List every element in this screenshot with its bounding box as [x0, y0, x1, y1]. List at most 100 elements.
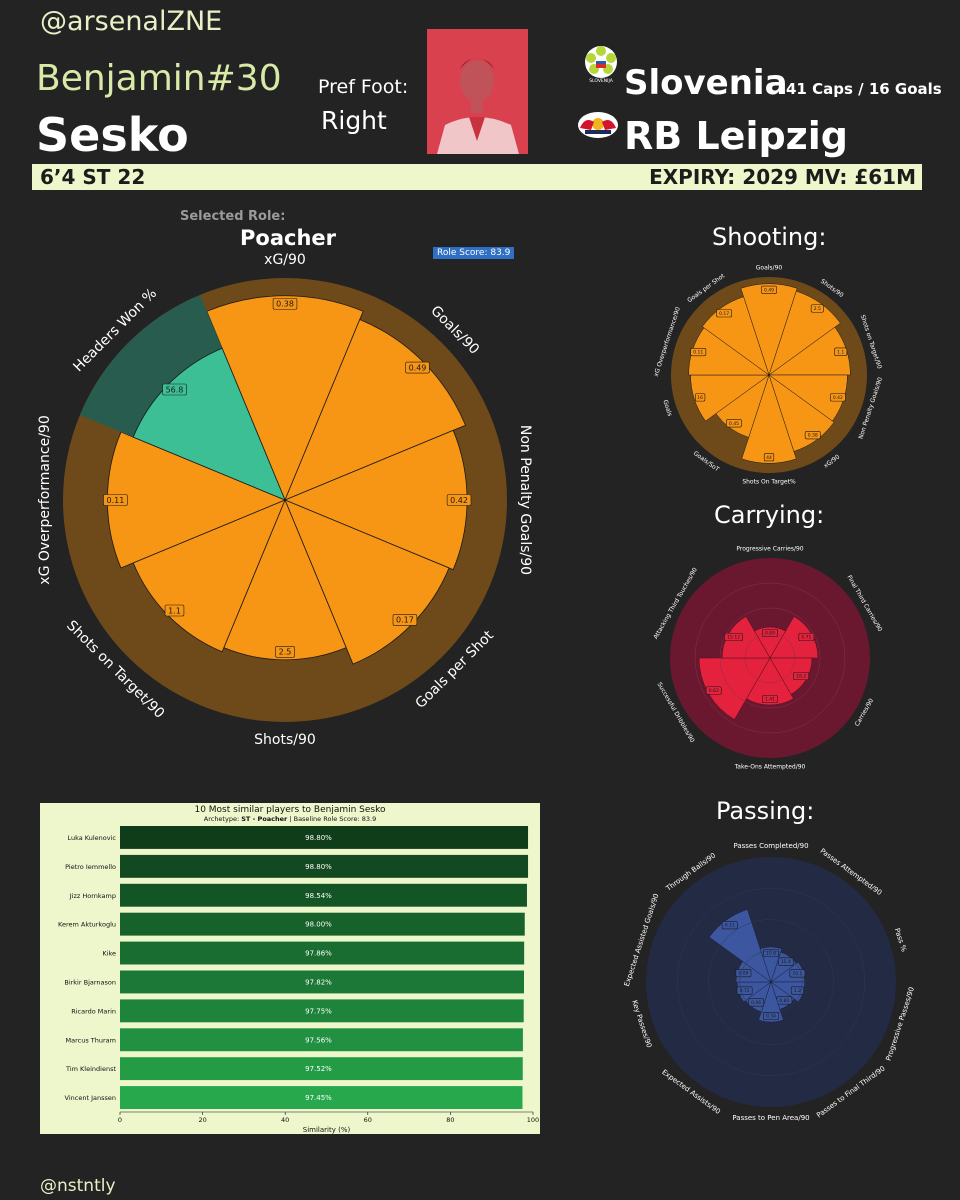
- svg-text:0.11: 0.11: [725, 923, 735, 929]
- main-pizza-value-label: 2.5: [275, 646, 295, 658]
- svg-text:1.1: 1.1: [168, 606, 181, 615]
- country-name: Slovenia: [624, 63, 788, 103]
- svg-text:15.12: 15.12: [727, 635, 740, 641]
- passing-grid-ring: [677, 888, 865, 1076]
- shooting-value-label: 16: [695, 393, 706, 402]
- passing-value-label: 0.11: [721, 921, 738, 930]
- similar-x-tick-label: 80: [446, 1116, 454, 1124]
- svg-text:1.41: 1.41: [765, 697, 775, 703]
- shooting-slice-shots-on-target: [741, 374, 797, 464]
- similar-player-name: Tim Kleindienst: [65, 1065, 116, 1073]
- similar-players-panel: 10 Most similar players to Benjamin Sesk…: [40, 803, 540, 1134]
- pref-foot-label: Pref Foot:: [318, 76, 409, 98]
- jersey-number: #30: [205, 58, 282, 99]
- similar-players-chart: 10 Most similar players to Benjamin Sesk…: [58, 805, 539, 1134]
- first-name-text: Benjamin: [36, 58, 206, 99]
- similar-player-name: Vincent Janssen: [65, 1094, 116, 1102]
- handle-bottom: @nstntly: [40, 1176, 116, 1196]
- main-pizza-value-label: 56.8: [162, 383, 187, 396]
- role-score-badge: Role Score: 83.9: [433, 247, 515, 259]
- svg-text:18.2: 18.2: [796, 674, 806, 680]
- svg-text:0.38: 0.38: [276, 300, 294, 309]
- carrying-slice-take-ons-attempted-90: [746, 657, 794, 706]
- svg-text:0.11: 0.11: [106, 496, 124, 505]
- main-pizza-category-shots-90: Shots/90: [254, 732, 316, 748]
- svg-text:0.42: 0.42: [450, 496, 468, 505]
- similar-bar-ricardo-marin: [120, 999, 524, 1023]
- svg-text:44: 44: [766, 455, 772, 461]
- passing-title: Passing:: [716, 797, 815, 825]
- svg-text:56.8: 56.8: [166, 385, 184, 394]
- shooting-slice-goals-90: [740, 283, 798, 376]
- shooting-category-shots-on-target: Shots On Target%: [742, 479, 796, 486]
- passing-grid-ring: [708, 919, 834, 1045]
- shooting-value-label: 1.1: [834, 347, 848, 356]
- svg-text:0.49: 0.49: [409, 363, 427, 372]
- main-pizza-slice-xg-90: [206, 295, 364, 502]
- svg-text:0.63: 0.63: [709, 688, 719, 694]
- carrying-value-label: 0.63: [705, 686, 722, 695]
- slovenia-logo-text: SLOVENIJA: [589, 78, 614, 84]
- passing-value-label: 70.1: [789, 969, 806, 978]
- svg-text:0.89: 0.89: [765, 631, 775, 637]
- shooting-value-label: 0.38: [804, 431, 821, 440]
- svg-text:0.49: 0.49: [764, 287, 774, 293]
- similar-x-axis-label: Similarity (%): [303, 1126, 351, 1134]
- shooting-value-label: 0.17: [716, 309, 733, 318]
- carrying-value-label: 1.41: [762, 694, 778, 704]
- svg-text:0.17: 0.17: [396, 616, 414, 625]
- main-pizza-value-label: 0.42: [446, 494, 472, 506]
- passing-category-pass: Pass %: [893, 927, 908, 953]
- player-first-name: Benjamin#30: [36, 58, 282, 99]
- similar-bar-vincent-janssen: [120, 1086, 523, 1109]
- similar-bar-kerem-akturkoglu: [120, 912, 525, 936]
- carrying-value-label: 0.71: [798, 632, 815, 642]
- similar-player-name: Jizz Hornkamp: [69, 892, 116, 900]
- carrying-title: Carrying:: [714, 501, 825, 529]
- svg-text:0.81: 0.81: [779, 998, 789, 1004]
- shooting-value-label: 0.42: [829, 393, 846, 402]
- svg-text:0.71: 0.71: [801, 635, 811, 641]
- svg-text:0.38: 0.38: [808, 433, 818, 439]
- similar-bar-birkir-bjarnason: [120, 970, 524, 994]
- svg-text:0.17: 0.17: [719, 311, 729, 317]
- carrying-value-label: 15.12: [724, 632, 743, 642]
- similar-player-name: Birkir Bjarnason: [64, 978, 116, 986]
- similar-bar-value: 98.80%: [305, 863, 332, 871]
- carrying-grid-ring: [744, 632, 796, 684]
- similar-bar-value: 98.80%: [305, 834, 332, 842]
- passing-slice-passes-to-pen-area-90: [758, 981, 784, 1023]
- contract-value: EXPIRY: 2029 MV: £61M: [649, 165, 916, 189]
- main-pizza-category-non-penalty-goals-90: Non Penalty Goals/90: [517, 425, 533, 575]
- svg-text:0.09: 0.09: [738, 971, 748, 977]
- similar-player-name: Pietro Iemmello: [65, 863, 116, 871]
- shooting-category-xg-90: xG/90: [823, 453, 842, 469]
- shooting-value-label: 0.11: [690, 347, 707, 357]
- shooting-value-label: 2.5: [810, 304, 824, 313]
- carrying-grid-ring: [719, 607, 821, 709]
- club-name: RB Leipzig: [624, 114, 849, 158]
- main-pizza-value-label: 0.17: [392, 614, 418, 626]
- similar-x-tick-label: 100: [527, 1116, 539, 1124]
- passing-grid-ring: [739, 950, 803, 1014]
- height-position-age: 6’4 ST 22: [40, 165, 146, 189]
- similar-bar-value: 98.00%: [305, 921, 332, 929]
- main-pizza-value-label: 0.11: [103, 494, 128, 506]
- passing-category-passes-completed-90: Passes Completed/90: [733, 842, 808, 850]
- svg-text:15.4: 15.4: [781, 959, 791, 965]
- similar-bar-kike: [120, 941, 525, 965]
- similar-x-tick-label: 0: [118, 1116, 122, 1124]
- svg-text:0.11: 0.11: [693, 350, 703, 356]
- carrying-grid-ring: [694, 582, 846, 734]
- similar-bar-tim-kleindienst: [120, 1057, 523, 1081]
- passing-value-label: 0.34: [763, 1011, 779, 1021]
- similar-player-name: Kerem Akturkoglu: [58, 921, 116, 929]
- svg-text:1.1: 1.1: [837, 349, 844, 355]
- similar-bar-luka-kulenovic: [120, 826, 529, 849]
- similar-bar-value: 97.56%: [305, 1036, 332, 1044]
- main-pizza-value-label: 0.38: [272, 297, 298, 310]
- svg-text:0.34: 0.34: [766, 1014, 776, 1020]
- svg-text:2.5: 2.5: [279, 648, 292, 657]
- main-pizza-slice-shots-90: [223, 498, 347, 661]
- shooting-value-label: 44: [763, 453, 775, 462]
